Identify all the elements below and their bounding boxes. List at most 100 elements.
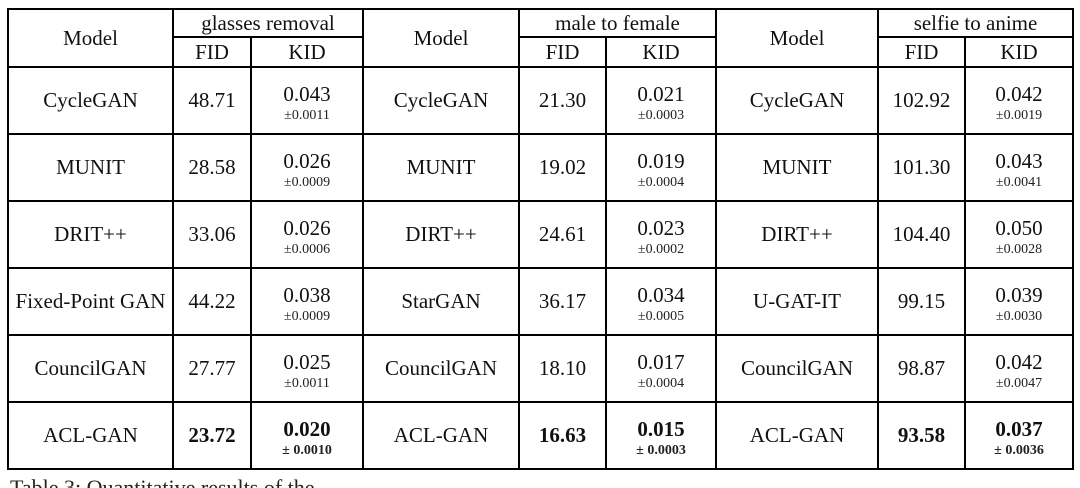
kid-cell: 0.020 ± 0.0010 [250, 401, 364, 470]
kid-error-margin: ±0.0028 [995, 241, 1043, 257]
kid-value: 0.043 [283, 81, 331, 106]
fid-value: 27.77 [172, 334, 252, 403]
task-header-glasses-removal: glasses removal [172, 8, 364, 38]
model-name: StarGAN [362, 267, 520, 336]
model-name: DIRT++ [715, 200, 879, 269]
kid-value: 0.050 [995, 215, 1043, 240]
kid-cell: 0.015 ± 0.0003 [605, 401, 717, 470]
fid-value: 44.22 [172, 267, 252, 336]
kid-cell: 0.038 ±0.0009 [250, 267, 364, 336]
model-name: Fixed-Point GAN [7, 267, 174, 336]
model-name: MUNIT [7, 133, 174, 202]
kid-error-margin: ±0.0002 [637, 241, 685, 257]
fid-value: 19.02 [518, 133, 607, 202]
column-header-model: Model [362, 8, 520, 68]
kid-cell: 0.034 ±0.0005 [605, 267, 717, 336]
kid-cell: 0.019 ±0.0004 [605, 133, 717, 202]
kid-error-margin: ±0.0005 [637, 308, 685, 324]
kid-error-margin: ±0.0009 [283, 174, 331, 190]
kid-cell: 0.026 ±0.0006 [250, 200, 364, 269]
model-name: ACL-GAN [362, 401, 520, 470]
kid-cell: 0.039 ±0.0030 [964, 267, 1074, 336]
kid-error-margin: ±0.0030 [995, 308, 1043, 324]
fid-value: 104.40 [877, 200, 966, 269]
column-header-fid: FID [877, 36, 966, 68]
model-name: DIRT++ [362, 200, 520, 269]
kid-value: 0.020 [283, 416, 331, 441]
kid-value: 0.034 [637, 282, 685, 307]
model-name: CouncilGAN [362, 334, 520, 403]
model-name: CycleGAN [7, 66, 174, 135]
kid-cell: 0.017 ±0.0004 [605, 334, 717, 403]
model-name: CycleGAN [362, 66, 520, 135]
kid-error-margin: ±0.0047 [995, 375, 1043, 391]
kid-value: 0.042 [995, 349, 1043, 374]
kid-cell: 0.050 ±0.0028 [964, 200, 1074, 269]
column-header-model: Model [7, 8, 174, 68]
kid-cell: 0.043 ±0.0041 [964, 133, 1074, 202]
column-header-model: Model [715, 8, 879, 68]
model-name: CouncilGAN [715, 334, 879, 403]
kid-error-margin: ±0.0009 [283, 308, 331, 324]
fid-value: 102.92 [877, 66, 966, 135]
table-row-aclgan-best: ACL-GAN 23.72 0.020 ± 0.0010 ACL-GAN 16.… [7, 401, 1074, 470]
model-name: ACL-GAN [7, 401, 174, 470]
kid-error-margin: ±0.0004 [637, 174, 685, 190]
kid-cell: 0.042 ±0.0047 [964, 334, 1074, 403]
kid-value: 0.017 [637, 349, 685, 374]
model-name: ACL-GAN [715, 401, 879, 470]
kid-cell: 0.042 ±0.0019 [964, 66, 1074, 135]
table-row-fixedpoint-stargan-ugatit: Fixed-Point GAN 44.22 0.038 ±0.0009 Star… [7, 267, 1074, 336]
fid-value: 21.30 [518, 66, 607, 135]
table-row-drit: DRIT++ 33.06 0.026 ±0.0006 DIRT++ 24.61 … [7, 200, 1074, 269]
kid-error-margin: ±0.0004 [637, 375, 685, 391]
task-header-selfie-to-anime: selfie to anime [877, 8, 1074, 38]
column-header-fid: FID [518, 36, 607, 68]
header-row-task: Model glasses removal Model male to fema… [7, 8, 1074, 68]
fid-value: 48.71 [172, 66, 252, 135]
table-row-cyclegan: CycleGAN 48.71 0.043 ±0.0011 CycleGAN 21… [7, 66, 1074, 135]
fid-value: 99.15 [877, 267, 966, 336]
fid-value: 18.10 [518, 334, 607, 403]
fid-value: 16.63 [518, 401, 607, 470]
table-caption-clipped: Table 3: Quantitative results of the [10, 473, 1073, 488]
header-row-metrics: FID KID FID KID FID KID [8, 36, 1074, 68]
kid-error-margin: ±0.0041 [995, 174, 1043, 190]
model-name: CouncilGAN [7, 334, 174, 403]
kid-value: 0.038 [283, 282, 331, 307]
kid-value: 0.025 [283, 349, 331, 374]
kid-value: 0.039 [995, 282, 1043, 307]
kid-error-margin: ± 0.0003 [636, 442, 686, 458]
fid-value: 24.61 [518, 200, 607, 269]
table-row-councilgan: CouncilGAN 27.77 0.025 ±0.0011 CouncilGA… [7, 334, 1074, 403]
kid-value: 0.042 [995, 81, 1043, 106]
kid-value: 0.026 [283, 148, 331, 173]
fid-value: 98.87 [877, 334, 966, 403]
column-header-kid: KID [964, 36, 1074, 68]
kid-value: 0.037 [995, 416, 1043, 441]
model-name: DRIT++ [7, 200, 174, 269]
kid-error-margin: ±0.0019 [995, 107, 1043, 123]
kid-cell: 0.037 ± 0.0036 [964, 401, 1074, 470]
kid-cell: 0.023 ±0.0002 [605, 200, 717, 269]
kid-cell: 0.043 ±0.0011 [250, 66, 364, 135]
table-row-munit: MUNIT 28.58 0.026 ±0.0009 MUNIT 19.02 0.… [7, 133, 1074, 202]
task-header-male-to-female: male to female [518, 8, 717, 38]
kid-error-margin: ±0.0011 [284, 107, 330, 123]
model-name: MUNIT [362, 133, 520, 202]
kid-cell: 0.025 ±0.0011 [250, 334, 364, 403]
kid-error-margin: ±0.0006 [283, 241, 331, 257]
column-header-kid: KID [250, 36, 364, 68]
fid-value: 93.58 [877, 401, 966, 470]
kid-value: 0.015 [637, 416, 685, 441]
fid-value: 33.06 [172, 200, 252, 269]
fid-value: 101.30 [877, 133, 966, 202]
kid-value: 0.023 [637, 215, 685, 240]
kid-cell: 0.026 ±0.0009 [250, 133, 364, 202]
kid-error-margin: ± 0.0010 [282, 442, 332, 458]
kid-error-margin: ±0.0003 [637, 107, 685, 123]
benchmark-results-table: Model glasses removal Model male to fema… [7, 8, 1074, 470]
model-name: CycleGAN [715, 66, 879, 135]
model-name: MUNIT [715, 133, 879, 202]
model-name: U-GAT-IT [715, 267, 879, 336]
